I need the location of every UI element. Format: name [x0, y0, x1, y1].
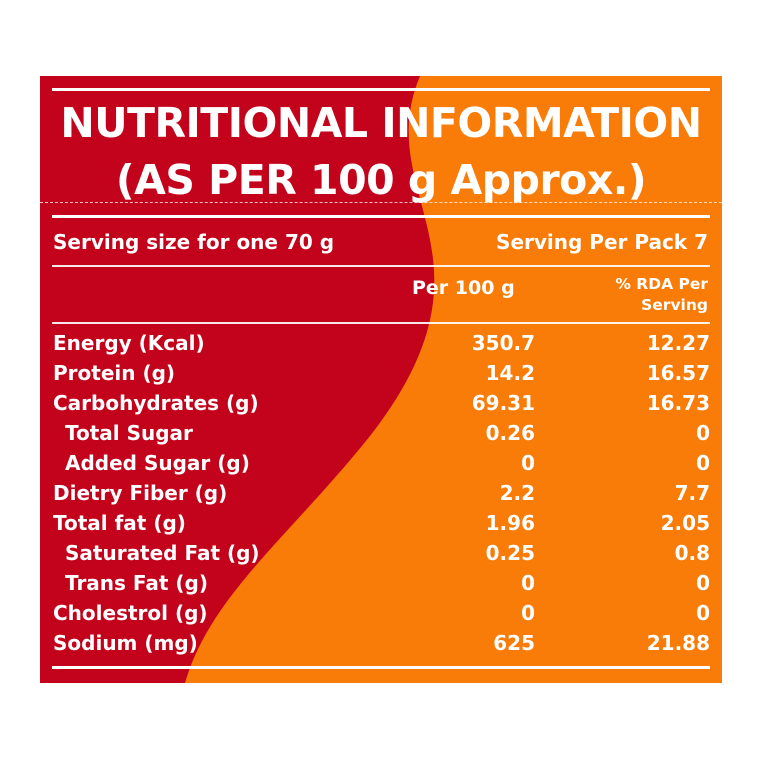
serving-size-text: Serving size for one 70 g: [53, 230, 335, 254]
nutrient-per100-value: 2.2: [499, 481, 535, 505]
nutrient-rda-value: 0.8: [674, 541, 710, 565]
title-line-2: (AS PER 100 g Approx.): [115, 156, 647, 204]
top-rule: [52, 88, 710, 91]
nutrient-rda-value: 0: [696, 601, 710, 625]
nutrient-rda-value: 2.05: [660, 511, 710, 535]
nutrient-label: Trans Fat (g): [65, 571, 209, 595]
nutrient-label: Carbohydrates (g): [53, 391, 259, 415]
column-header-per-100g: Per 100 g: [412, 277, 515, 299]
nutrient-label: Saturated Fat (g): [65, 541, 260, 565]
nutrient-per100-value: 0.25: [485, 541, 535, 565]
nutrient-label: Energy (Kcal): [53, 331, 205, 355]
nutrient-per100-value: 0: [521, 451, 535, 475]
nutrient-per100-value: 0: [521, 601, 535, 625]
nutrient-label: Cholestrol (g): [53, 601, 208, 625]
nutrient-label: Total fat (g): [53, 511, 186, 535]
column-header-rda-line-1: % RDA Per: [615, 275, 708, 293]
bottom-rule: [52, 666, 710, 669]
nutrient-label: Protein (g): [53, 361, 176, 385]
nutrient-rda-value: 12.27: [646, 331, 710, 355]
nutrient-rda-value: 0: [696, 451, 710, 475]
nutrient-per100-value: 625: [493, 631, 535, 655]
nutrient-per100-value: 0: [521, 571, 535, 595]
dashed-divider-1: [40, 202, 722, 203]
nutrient-per100-value: 14.2: [485, 361, 535, 385]
rule-below-serving: [52, 265, 710, 267]
nutrient-rda-value: 7.7: [674, 481, 710, 505]
nutrient-per100-value: 0.26: [485, 421, 535, 445]
nutrient-rda-value: 0: [696, 571, 710, 595]
nutrient-label: Dietry Fiber (g): [53, 481, 228, 505]
nutrient-per100-value: 69.31: [471, 391, 535, 415]
nutrient-rda-value: 0: [696, 421, 710, 445]
title-line-1: NUTRITIONAL INFORMATION: [60, 99, 702, 147]
rule-below-headers: [52, 322, 710, 324]
nutrient-label: Total Sugar: [65, 421, 193, 445]
red-wave-background: [40, 76, 435, 683]
nutrient-label: Sodium (mg): [53, 631, 198, 655]
column-header-rda-line-2: Serving: [641, 296, 708, 314]
nutrient-rda-value: 16.57: [646, 361, 710, 385]
nutrition-panel: NUTRITIONAL INFORMATION (AS PER 100 g Ap…: [40, 76, 722, 683]
nutrient-rda-value: 16.73: [646, 391, 710, 415]
nutrient-per100-value: 350.7: [471, 331, 535, 355]
rule-below-title: [52, 215, 710, 218]
nutrient-per100-value: 1.96: [485, 511, 535, 535]
nutrient-rda-value: 21.88: [646, 631, 710, 655]
nutrient-label: Added Sugar (g): [65, 451, 250, 475]
serving-per-pack-text: Serving Per Pack 7: [496, 230, 708, 254]
